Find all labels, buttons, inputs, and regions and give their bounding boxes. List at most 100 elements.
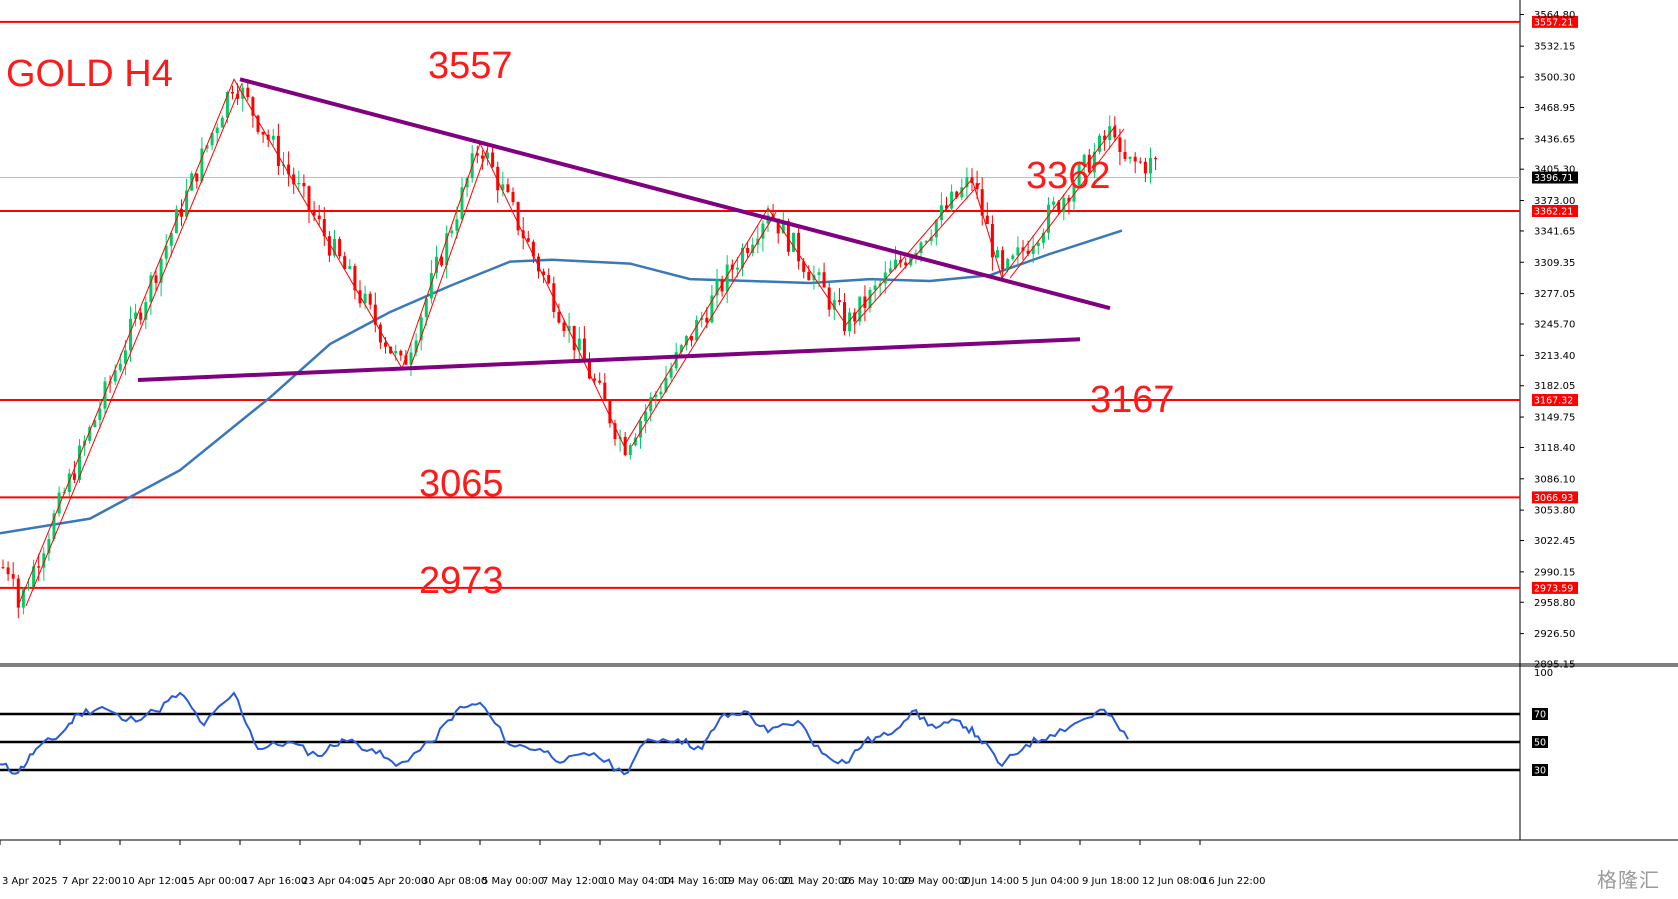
- candle-body: [445, 233, 449, 266]
- candle-body: [333, 238, 336, 256]
- candle-body: [761, 223, 765, 239]
- candle-body: [144, 302, 148, 320]
- candle-body: [261, 131, 265, 135]
- candle-body: [78, 445, 81, 480]
- candle-body: [251, 97, 255, 116]
- candle-body: [348, 266, 352, 269]
- candle-body: [1036, 242, 1040, 247]
- candle-body: [435, 256, 438, 274]
- candle-body: [741, 247, 744, 268]
- price-axis: 3564.80 3532.15 3500.30 3468.95 3436.65 3405.…: [1520, 10, 1575, 671]
- rsi-level-tag: [1532, 736, 1548, 748]
- candle-body: [837, 300, 841, 303]
- candle-body: [113, 370, 117, 382]
- time-tick-label: 10 May 04:00: [602, 876, 671, 887]
- candle-body: [516, 202, 520, 231]
- level-price-tag: [1532, 15, 1578, 28]
- candle-body: [139, 312, 143, 320]
- candle-body: [363, 293, 367, 304]
- candle-body: [292, 174, 296, 185]
- candle-body: [608, 400, 612, 424]
- zigzag-channel-line: [25, 83, 243, 607]
- candle-body: [751, 244, 755, 254]
- candle-body: [1052, 201, 1056, 205]
- time-tick-label: 3 Apr 2025: [2, 876, 57, 887]
- candle-body: [506, 184, 510, 193]
- price-tick-label: 3468.95: [1534, 103, 1575, 114]
- price-tick-label: 2958.80: [1534, 598, 1575, 609]
- price-tick-label: 2926.50: [1534, 629, 1575, 640]
- candle-body: [1072, 185, 1076, 202]
- candle-body: [180, 208, 183, 217]
- candle-body: [389, 346, 393, 354]
- candle-body: [450, 230, 454, 234]
- candle-body: [776, 218, 780, 234]
- candle-body: [496, 166, 500, 191]
- time-tick-label: 17 Apr 16:00: [242, 876, 307, 887]
- candle-body: [225, 92, 229, 118]
- candle-body: [1, 567, 5, 569]
- candle-body: [557, 311, 561, 323]
- price-tick-label: 3309.35: [1534, 258, 1575, 269]
- candle-body: [404, 355, 408, 365]
- time-tick-label: 5 May 00:00: [482, 876, 544, 887]
- time-tick-label: 5 Jun 04:00: [1022, 876, 1079, 887]
- time-tick-label: 21 May 20:00: [782, 876, 851, 887]
- price-tick-label: 3053.80: [1534, 506, 1575, 517]
- candle-body: [1143, 161, 1147, 174]
- candle-body: [164, 245, 168, 259]
- candle-body: [827, 287, 831, 310]
- candle-body: [37, 566, 41, 568]
- candle-body: [399, 350, 403, 356]
- candle-body: [424, 298, 428, 318]
- candle-body: [1031, 246, 1035, 255]
- time-tick-label: 19 May 06:00: [722, 876, 791, 887]
- level-price-tag-text: 3557.21: [1534, 17, 1573, 28]
- candle-body: [276, 135, 280, 166]
- candle-body: [353, 266, 357, 291]
- candle-body: [848, 312, 852, 332]
- candle-body: [1067, 197, 1071, 202]
- candle-body: [1138, 161, 1142, 163]
- candle-body: [934, 220, 938, 238]
- candle-body: [623, 436, 627, 456]
- candle-body: [531, 241, 535, 257]
- candle-body: [511, 192, 515, 203]
- candle-body: [873, 285, 877, 290]
- current-price-tag: [1532, 171, 1578, 184]
- level-label: 3065: [419, 463, 504, 505]
- price-tick-label: 3341.65: [1534, 226, 1575, 237]
- candle-body: [343, 256, 347, 269]
- candle-body: [6, 567, 10, 575]
- time-tick-label: 25 Apr 20:00: [362, 876, 427, 887]
- trendline: [137, 337, 1081, 382]
- candle-body: [368, 293, 372, 305]
- level-price-tag: [1532, 581, 1578, 594]
- candle-body: [88, 426, 92, 441]
- candle-body: [807, 271, 811, 281]
- candle-body: [628, 445, 632, 456]
- candle-body: [547, 275, 551, 284]
- candle-body: [491, 152, 495, 167]
- candle-body: [679, 345, 683, 353]
- candle-body: [1026, 250, 1030, 255]
- candle-body: [465, 178, 469, 188]
- candle-body: [843, 302, 846, 332]
- candle-body: [572, 325, 576, 351]
- candle-body: [149, 275, 153, 303]
- candle-body: [659, 391, 663, 395]
- time-tick-label: 10 Apr 12:00: [122, 876, 187, 887]
- candle-body: [123, 350, 127, 364]
- candle-body: [1092, 151, 1096, 173]
- candle-body: [455, 219, 459, 231]
- candle-body: [924, 240, 928, 243]
- candle-body: [1113, 126, 1117, 138]
- price-tick-label: 2990.15: [1534, 567, 1575, 578]
- price-tick-label: 3436.65: [1534, 134, 1575, 145]
- candle-body: [27, 587, 30, 589]
- candle-body: [542, 271, 546, 276]
- candle-body: [797, 232, 801, 262]
- level-label: 2973: [419, 560, 504, 602]
- candle-body: [134, 312, 138, 319]
